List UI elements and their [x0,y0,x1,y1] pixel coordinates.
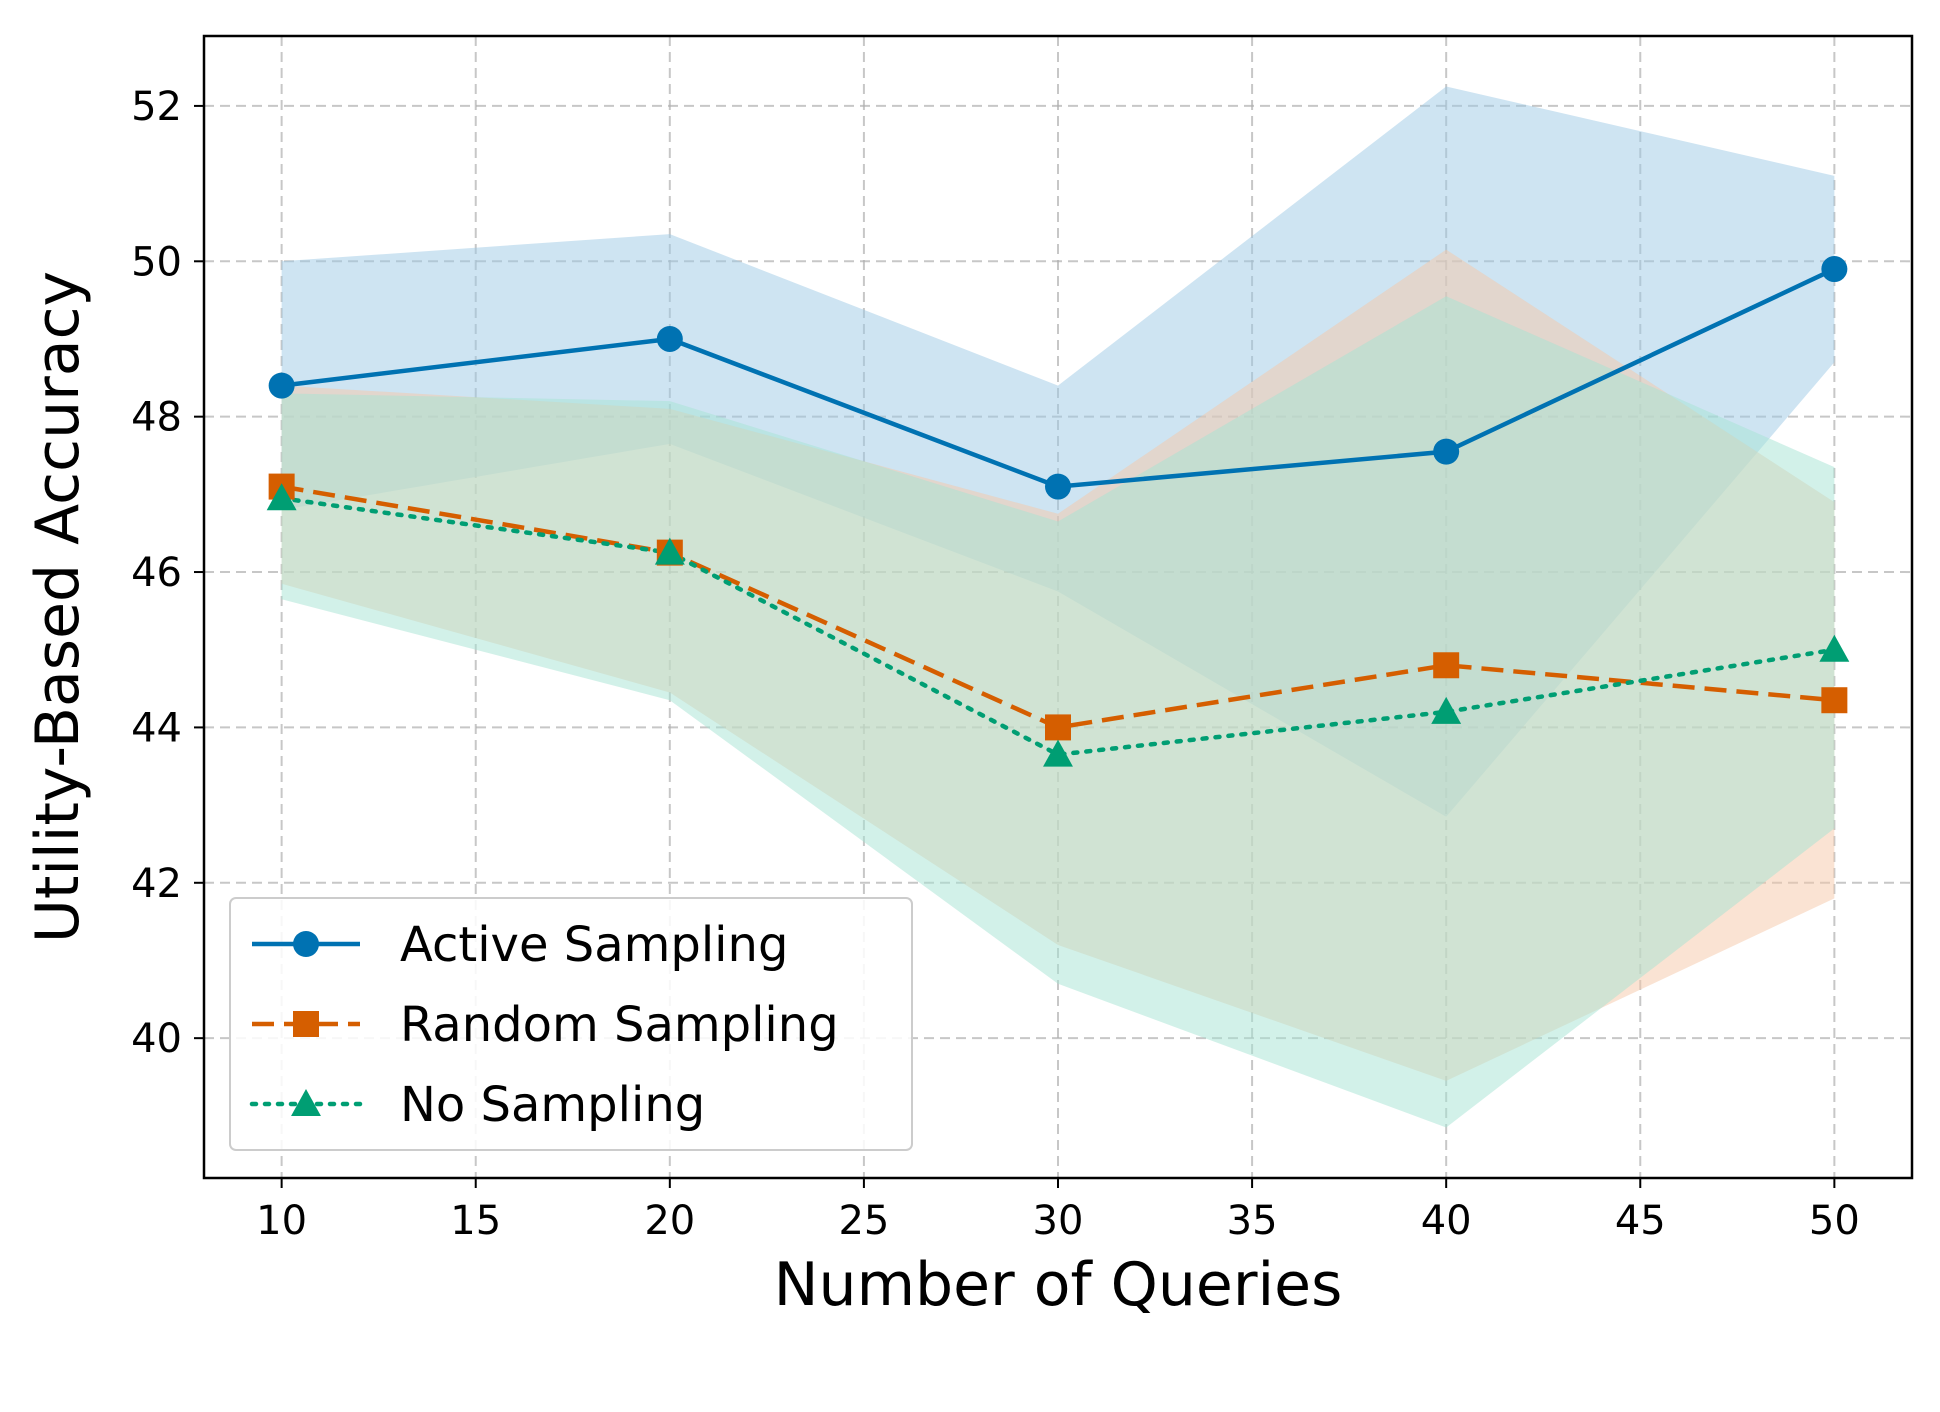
y-tick-label: 42 [131,861,182,907]
y-tick-label: 44 [131,705,182,751]
point-series-2 [1433,652,1460,679]
band-series-3 [281,296,1835,1128]
y-tick-label: 46 [131,550,182,596]
point-series-2 [1821,687,1848,714]
tick-layer: 10 15 20 25 30 35 40 45 50 40 42 44 46 48 50 52 [131,84,1860,1244]
x-tick-label: 45 [1615,1198,1666,1244]
x-tick-label: 10 [256,1198,307,1244]
legend: Active Sampling Random Sampling No Samplin… [229,897,913,1151]
y-tick-label: 50 [131,239,182,285]
point-series-1 [268,372,295,399]
band-layer [281,86,1835,1128]
x-tick-label: 50 [1809,1198,1860,1244]
y-tick-label: 48 [131,395,182,441]
x-axis-title: Number of Queries [774,1250,1343,1320]
x-tick-label: 30 [1033,1198,1084,1244]
marker-layer [266,256,1850,767]
point-series-1 [1821,256,1848,283]
legend-marker-2 [293,1011,319,1037]
y-axis-title: Utility-Based Accuracy [23,271,93,943]
x-tick-label: 25 [838,1198,889,1244]
x-tick-label: 40 [1421,1198,1472,1244]
point-series-3 [654,537,685,565]
point-series-3 [1431,696,1462,724]
legend-marker-1 [293,931,319,957]
point-series-3 [1043,739,1073,767]
legend-entries: Active Sampling Random Sampling No Samplin… [249,917,839,1133]
line-series-3 [279,495,1837,757]
y-tick-label: 40 [131,1016,182,1062]
y-tick-label: 52 [131,84,182,130]
legend-label-3: No Sampling [400,1077,705,1133]
point-series-1 [656,325,683,352]
point-series-2 [1045,714,1071,741]
point-series-3 [1819,634,1850,662]
point-series-3 [266,483,297,511]
legend-label-2: Random Sampling [400,997,839,1053]
legend-label-1: Active Sampling [400,917,788,973]
x-tick-label: 20 [644,1198,695,1244]
legend-box [229,897,913,1151]
x-tick-label: 15 [450,1198,501,1244]
point-series-1 [1045,473,1071,500]
x-tick-label: 35 [1227,1198,1278,1244]
point-series-1 [1433,438,1460,465]
legend-marker-3 [291,1089,321,1116]
